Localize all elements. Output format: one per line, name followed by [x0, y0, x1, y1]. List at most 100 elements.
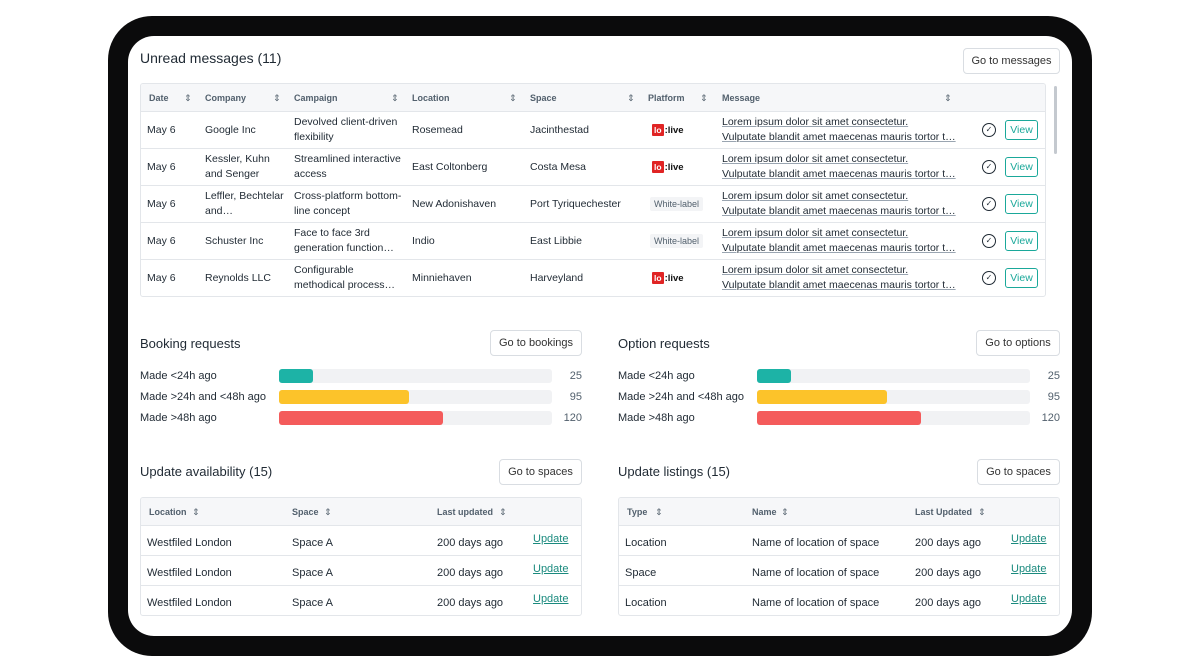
- dashboard-screen: Unread messages (11) Go to messages Date…: [128, 36, 1072, 636]
- cell-second: Space A: [292, 567, 333, 579]
- mark-read-check-icon[interactable]: ✓: [982, 197, 996, 211]
- message-line-1: Lorem ipsum dolor sit amet consectetur.: [722, 264, 909, 276]
- view-button[interactable]: View: [1005, 194, 1038, 214]
- message-line-2: Vulputate blandit amet maecenas mauris t…: [722, 131, 956, 143]
- lo-live-logo: lo:live: [652, 123, 684, 137]
- cell-second: Space A: [292, 537, 333, 549]
- update-link[interactable]: Update: [533, 563, 569, 575]
- go-to-spaces-listings-button[interactable]: Go to spaces: [977, 459, 1060, 485]
- sort-icon[interactable]: ⇕: [391, 93, 399, 103]
- mark-read-check-icon[interactable]: ✓: [982, 123, 996, 137]
- view-button[interactable]: View: [1005, 268, 1038, 288]
- message-line-2: Vulputate blandit amet maecenas mauris t…: [722, 168, 956, 180]
- table-header: Location ⇕ Space ⇕ Last updated ⇕: [141, 498, 581, 526]
- sort-icon[interactable]: ⇕: [192, 507, 200, 517]
- sort-icon[interactable]: ⇕: [273, 93, 281, 103]
- lo-live-logo: lo:live: [652, 271, 684, 285]
- bar-value: 95: [569, 391, 582, 403]
- mark-read-check-icon[interactable]: ✓: [982, 160, 996, 174]
- cell-date: May 6: [147, 235, 176, 247]
- white-label-badge: White-label: [650, 234, 704, 248]
- update-availability-title: Update availability (15): [140, 464, 273, 479]
- table-row: Location Name of location of space 200 day…: [619, 526, 1059, 556]
- col-last-updated[interactable]: Last updated: [437, 507, 494, 517]
- bar-track: [757, 390, 1030, 404]
- col-company[interactable]: Company: [205, 93, 247, 103]
- message-preview[interactable]: Lorem ipsum dolor sit amet consectetur. V…: [722, 189, 972, 219]
- cell-first: Location: [625, 537, 667, 549]
- lo-logo-mark: lo: [652, 124, 664, 136]
- table-header: Type ⇕ Name ⇕ Last Updated ⇕: [619, 498, 1059, 526]
- table-row[interactable]: May 6 Reynolds LLC Configurable methodical…: [141, 260, 1045, 296]
- col-location[interactable]: Location: [149, 507, 187, 517]
- message-preview[interactable]: Lorem ipsum dolor sit amet consectetur. V…: [722, 152, 972, 182]
- table-row[interactable]: May 6 Kessler, Kuhn and Senger Streamlined…: [141, 149, 1045, 186]
- bar-value: 25: [569, 370, 582, 382]
- cell-location: New Adonishaven: [412, 198, 497, 210]
- sort-icon[interactable]: ⇕: [509, 93, 517, 103]
- col-last-updated[interactable]: Last Updated: [915, 507, 973, 517]
- col-type[interactable]: Type: [627, 507, 648, 517]
- col-platform[interactable]: Platform: [648, 93, 685, 103]
- go-to-spaces-button[interactable]: Go to spaces: [499, 459, 582, 485]
- mark-read-check-icon[interactable]: ✓: [982, 271, 996, 285]
- view-button[interactable]: View: [1005, 157, 1038, 177]
- sort-icon[interactable]: ⇕: [700, 93, 708, 103]
- sort-icon[interactable]: ⇕: [655, 507, 663, 517]
- table-header: Date ⇕ Company ⇕ Campaign ⇕ Location ⇕ S…: [141, 84, 1045, 112]
- bar-fill: [757, 411, 921, 425]
- table-row[interactable]: May 6 Schuster Inc Face to face 3rd genera…: [141, 223, 1045, 260]
- col-location[interactable]: Location: [412, 93, 450, 103]
- update-availability-table: Location ⇕ Space ⇕ Last updated ⇕ Westfi…: [140, 497, 582, 616]
- cell-space: Harveyland: [530, 272, 584, 284]
- sort-icon[interactable]: ⇕: [184, 93, 192, 103]
- white-label-badge: White-label: [650, 197, 704, 211]
- table-row[interactable]: May 6 Google Inc Devolved client-driven fl…: [141, 112, 1045, 149]
- col-campaign[interactable]: Campaign: [294, 93, 338, 103]
- update-link[interactable]: Update: [1011, 563, 1047, 575]
- cell-location: Rosemead: [412, 124, 463, 136]
- cell-third: 200 days ago: [915, 537, 982, 549]
- update-link[interactable]: Update: [1011, 593, 1047, 605]
- bar-track: [279, 390, 552, 404]
- sort-icon[interactable]: ⇕: [781, 507, 789, 517]
- table-row: Westfiled London Space A 200 days ago Updat…: [141, 556, 581, 586]
- cell-first: Westfiled London: [147, 567, 232, 579]
- table-scrollbar[interactable]: [1054, 86, 1057, 154]
- cell-first: Westfiled London: [147, 597, 232, 609]
- go-to-options-button[interactable]: Go to options: [976, 330, 1060, 356]
- go-to-bookings-button[interactable]: Go to bookings: [490, 330, 582, 356]
- sort-icon[interactable]: ⇕: [627, 93, 635, 103]
- message-preview[interactable]: Lorem ipsum dolor sit amet consectetur. V…: [722, 226, 972, 256]
- sort-icon[interactable]: ⇕: [499, 507, 507, 517]
- cell-third: 200 days ago: [915, 567, 982, 579]
- bar-label: Made <24h ago: [140, 370, 217, 382]
- table-row[interactable]: May 6 Leffler, Bechtelar and… Cross-platfo…: [141, 186, 1045, 223]
- update-link[interactable]: Update: [1011, 533, 1047, 545]
- col-date[interactable]: Date: [149, 93, 169, 103]
- cell-company: Google Inc: [205, 124, 256, 136]
- view-button[interactable]: View: [1005, 231, 1038, 251]
- cell-space: Jacinthestad: [530, 124, 589, 136]
- message-preview[interactable]: Lorem ipsum dolor sit amet consectetur. V…: [722, 263, 972, 293]
- bar-fill: [279, 390, 409, 404]
- cell-campaign: Cross-platform bottom-line concept: [294, 190, 402, 217]
- sort-icon[interactable]: ⇕: [978, 507, 986, 517]
- cell-company: Kessler, Kuhn and Senger: [205, 153, 270, 180]
- option-requests-title: Option requests: [618, 336, 710, 351]
- cell-location: Indio: [412, 235, 435, 247]
- sort-icon[interactable]: ⇕: [944, 93, 952, 103]
- update-link[interactable]: Update: [533, 593, 569, 605]
- col-space[interactable]: Space: [530, 93, 557, 103]
- mark-read-check-icon[interactable]: ✓: [982, 234, 996, 248]
- message-preview[interactable]: Lorem ipsum dolor sit amet consectetur. V…: [722, 115, 972, 145]
- col-space[interactable]: Space: [292, 507, 319, 517]
- message-line-2: Vulputate blandit amet maecenas mauris t…: [722, 279, 956, 291]
- sort-icon[interactable]: ⇕: [324, 507, 332, 517]
- bar-label: Made >24h and <48h ago: [618, 391, 745, 403]
- col-message[interactable]: Message: [722, 93, 761, 103]
- go-to-messages-button[interactable]: Go to messages: [963, 48, 1060, 74]
- view-button[interactable]: View: [1005, 120, 1038, 140]
- update-link[interactable]: Update: [533, 533, 569, 545]
- col-name[interactable]: Name: [752, 507, 777, 517]
